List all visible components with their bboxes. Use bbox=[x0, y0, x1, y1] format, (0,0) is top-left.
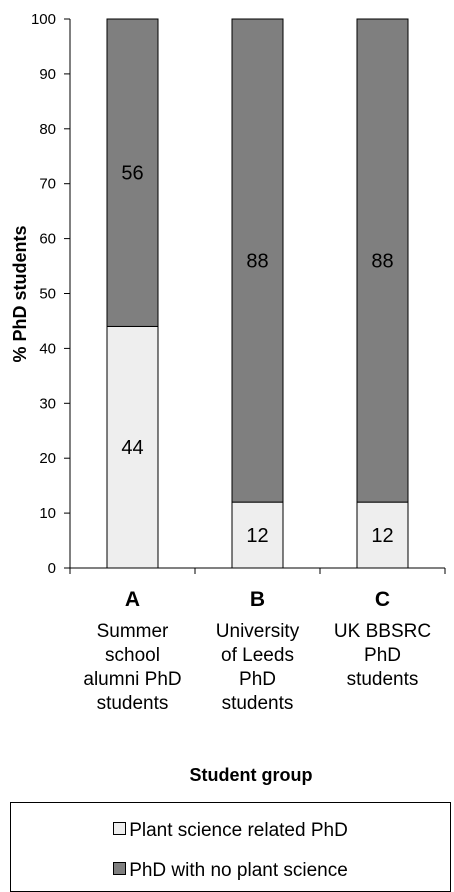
data-label-c-series-1: 12 bbox=[371, 525, 393, 547]
category-description-a-line-4: students bbox=[97, 693, 169, 714]
data-label-c-series-2: 88 bbox=[371, 251, 393, 273]
y-tick-label-60: 60 bbox=[39, 231, 56, 248]
y-tick-label-90: 90 bbox=[39, 66, 56, 83]
category-description-c-line-1: UK BBSRC bbox=[334, 621, 431, 642]
y-tick-label-80: 80 bbox=[39, 121, 56, 138]
legend-swatch-dark bbox=[113, 862, 127, 876]
data-label-b-series-1: 12 bbox=[246, 525, 268, 547]
category-description-b-line-3: PhD bbox=[239, 669, 276, 690]
stacked-bar-chart: % PhD students 44 56 12 88 12 88 0 10 20 30 40 50 60… bbox=[10, 11, 446, 785]
legend-item-plant-science: Plant science related PhD bbox=[11, 819, 450, 843]
legend-label-no-plant-science: PhD with no plant science bbox=[129, 860, 348, 881]
bar-a-series-2 bbox=[106, 18, 159, 327]
y-axis-title: % PhD students bbox=[10, 225, 30, 362]
y-tick-label-40: 40 bbox=[39, 340, 56, 357]
legend-label-plant-science: Plant science related PhD bbox=[129, 820, 348, 841]
data-label-a-series-2: 56 bbox=[121, 163, 143, 185]
category-description-a-line-1: Summer bbox=[97, 621, 169, 642]
y-tick-label-0: 0 bbox=[48, 560, 56, 577]
category-description-a-line-3: alumni PhD bbox=[83, 669, 181, 690]
bar-c-series-2 bbox=[356, 18, 409, 503]
legend-swatch-light bbox=[113, 822, 127, 836]
bar-a-series-1 bbox=[106, 325, 159, 569]
y-tick-label-20: 20 bbox=[39, 450, 56, 467]
category-description-b-line-1: University bbox=[216, 621, 300, 642]
category-description-b-line-4: students bbox=[222, 693, 294, 714]
category-description-c-line-3: students bbox=[347, 669, 419, 690]
y-tick-label-100: 100 bbox=[31, 11, 56, 28]
y-tick-label-30: 30 bbox=[39, 395, 56, 412]
category-label-b: B bbox=[250, 588, 265, 611]
legend-item-no-plant-science: PhD with no plant science bbox=[11, 859, 450, 883]
category-label-c: C bbox=[375, 588, 390, 611]
category-label-a: A bbox=[125, 588, 140, 611]
bar-b-series-2 bbox=[231, 18, 284, 503]
y-tick-label-70: 70 bbox=[39, 176, 56, 193]
legend: Plant science related PhD PhD with no pl… bbox=[10, 802, 451, 892]
y-axis-title-text: % PhD students bbox=[10, 225, 30, 362]
y-tick-label-50: 50 bbox=[39, 286, 56, 303]
data-label-b-series-2: 88 bbox=[246, 251, 268, 273]
category-description-a-line-2: school bbox=[105, 645, 160, 666]
category-description-b-line-2: of Leeds bbox=[221, 645, 294, 666]
y-tick-label-10: 10 bbox=[39, 505, 56, 522]
data-label-a-series-1: 44 bbox=[121, 437, 143, 459]
category-description-c-line-2: PhD bbox=[364, 645, 401, 666]
x-axis-title: Student group bbox=[190, 765, 313, 785]
